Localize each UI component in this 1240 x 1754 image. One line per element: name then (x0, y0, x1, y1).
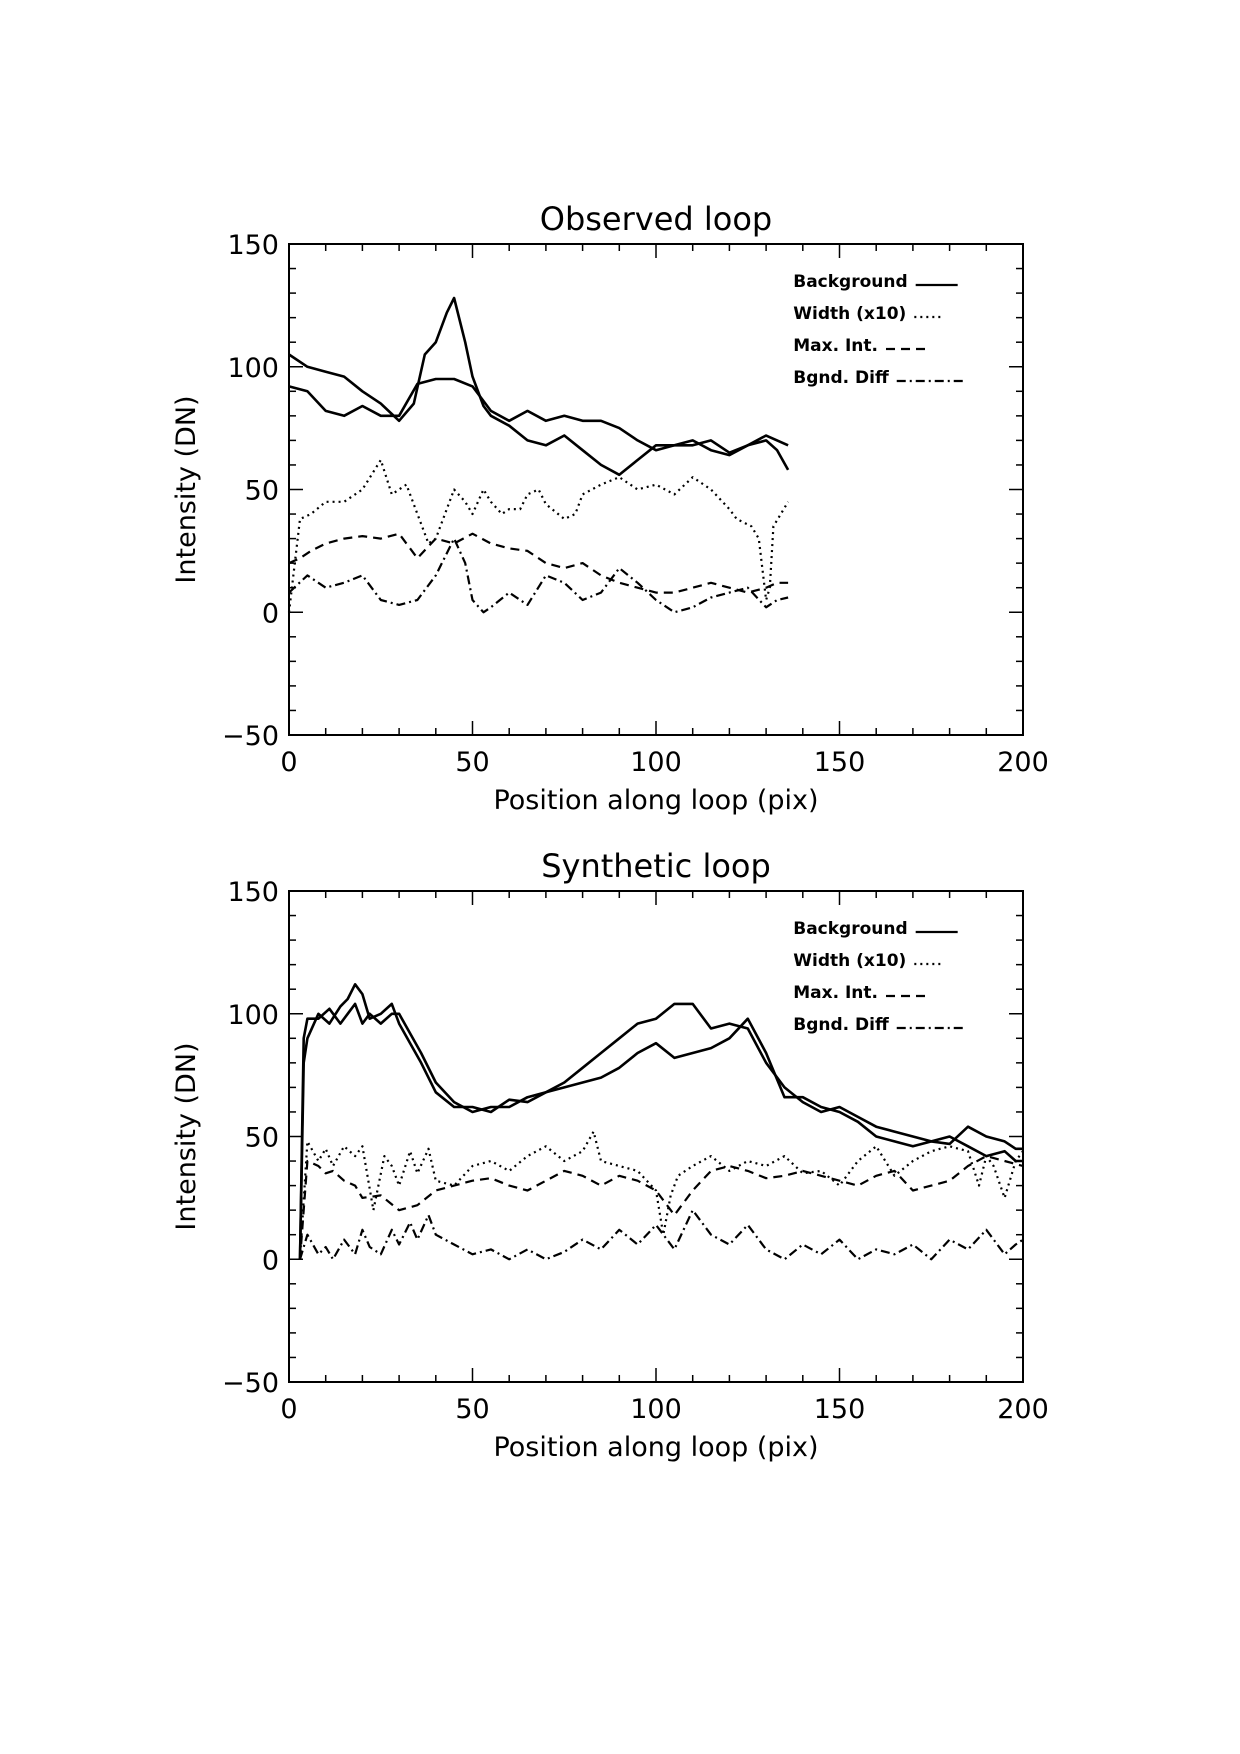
x-tick-label: 50 (455, 1394, 489, 1425)
legend: Background Width (x10) Max. Int. Bgnd. Diff (793, 272, 967, 388)
x-tick-label: 50 (455, 747, 489, 778)
series-line-solid-1 (288, 296, 790, 477)
y-tick-label: 100 (227, 353, 279, 384)
y-tick-label: −50 (222, 721, 279, 752)
x-axis-label: Position along loop (pix) (493, 785, 818, 816)
series-line-dashdot-5 (288, 537, 789, 614)
legend-entry-label: Background (793, 919, 907, 939)
legend-entry-label: Max. Int. (793, 336, 878, 356)
y-axis-label: Intensity (DN) (171, 395, 202, 583)
x-tick-label: 200 (997, 1394, 1049, 1425)
chart-title: Synthetic loop (541, 847, 771, 885)
plot-frame (288, 243, 1024, 736)
x-tick-label: 100 (630, 1394, 682, 1425)
y-tick-label: −50 (222, 1368, 279, 1399)
legend: Background Width (x10) Max. Int. Bgnd. Diff (793, 919, 967, 1035)
y-tick-label: 150 (227, 877, 279, 908)
legend-entry-label: Width (x10) (793, 304, 906, 324)
y-tick-label: 0 (262, 1245, 279, 1276)
legend-entry-label: Width (x10) (793, 951, 906, 971)
y-tick-label: 50 (245, 1123, 279, 1154)
legend-entry-label: Background (793, 272, 907, 292)
y-tick-label: 100 (227, 1000, 279, 1031)
y-tick-label: 0 (262, 598, 279, 629)
series-line-dashdot-5 (298, 1209, 1024, 1261)
series-line-dashed-4 (288, 532, 789, 594)
x-tick-label: 200 (997, 747, 1049, 778)
x-tick-label: 150 (814, 747, 866, 778)
series-line-dashed-4 (298, 1154, 1024, 1260)
legend-entry-label: Bgnd. Diff (793, 1015, 889, 1035)
y-tick-label: 50 (245, 476, 279, 507)
x-axis-label: Position along loop (pix) (493, 1432, 818, 1463)
series-line-solid-2 (288, 377, 789, 455)
series-line-solid-1 (298, 982, 1023, 1260)
x-tick-label: 100 (630, 747, 682, 778)
series-line-solid-2 (298, 1002, 1023, 1260)
series-line-dotted-3 (298, 1130, 1024, 1260)
chart-title: Observed loop (540, 200, 772, 238)
y-axis-label: Intensity (DN) (171, 1042, 202, 1230)
x-tick-label: 0 (280, 1394, 297, 1425)
legend-entry-label: Max. Int. (793, 983, 878, 1003)
legend-entry-label: Bgnd. Diff (793, 368, 889, 388)
x-tick-label: 0 (280, 747, 297, 778)
y-tick-label: 150 (227, 230, 279, 261)
x-tick-label: 150 (814, 1394, 866, 1425)
